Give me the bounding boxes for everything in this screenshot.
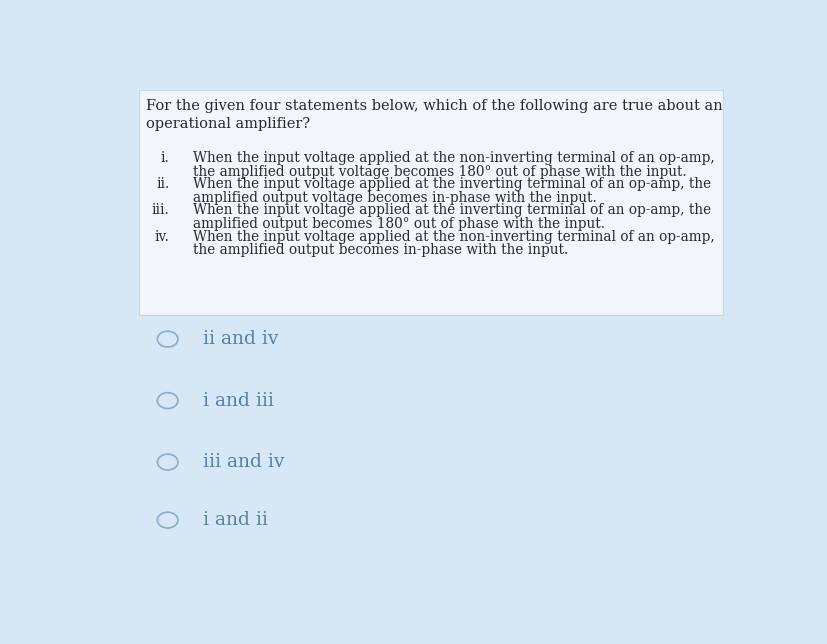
Text: When the input voltage applied at the non-inverting terminal of an op-amp,: When the input voltage applied at the no… [193, 151, 715, 165]
Text: iii.: iii. [151, 204, 170, 217]
Text: When the input voltage applied at the inverting terminal of an op-amp, the: When the input voltage applied at the in… [193, 177, 710, 191]
Text: For the given four statements below, which of the following are true about an
op: For the given four statements below, whi… [146, 99, 722, 131]
Circle shape [157, 331, 178, 347]
Text: i and iii: i and iii [203, 392, 274, 410]
FancyBboxPatch shape [139, 90, 722, 316]
Text: i.: i. [160, 151, 170, 165]
Text: iii and iv: iii and iv [203, 453, 284, 471]
Text: ii.: ii. [156, 177, 170, 191]
Text: i and ii: i and ii [203, 511, 267, 529]
Text: When the input voltage applied at the inverting terminal of an op-amp, the: When the input voltage applied at the in… [193, 204, 710, 217]
Circle shape [157, 454, 178, 470]
Circle shape [157, 393, 178, 408]
Text: amplified output becomes 180° out of phase with the input.: amplified output becomes 180° out of pha… [193, 217, 605, 231]
Text: the amplified output becomes in-phase with the input.: the amplified output becomes in-phase wi… [193, 243, 568, 258]
Text: ii and iv: ii and iv [203, 330, 278, 348]
Text: the amplified output voltage becomes 180° out of phase with the input.: the amplified output voltage becomes 180… [193, 165, 686, 178]
Text: amplified output voltage becomes in-phase with the input.: amplified output voltage becomes in-phas… [193, 191, 596, 205]
Text: iv.: iv. [155, 229, 170, 243]
Circle shape [157, 512, 178, 528]
Text: When the input voltage applied at the non-inverting terminal of an op-amp,: When the input voltage applied at the no… [193, 229, 715, 243]
